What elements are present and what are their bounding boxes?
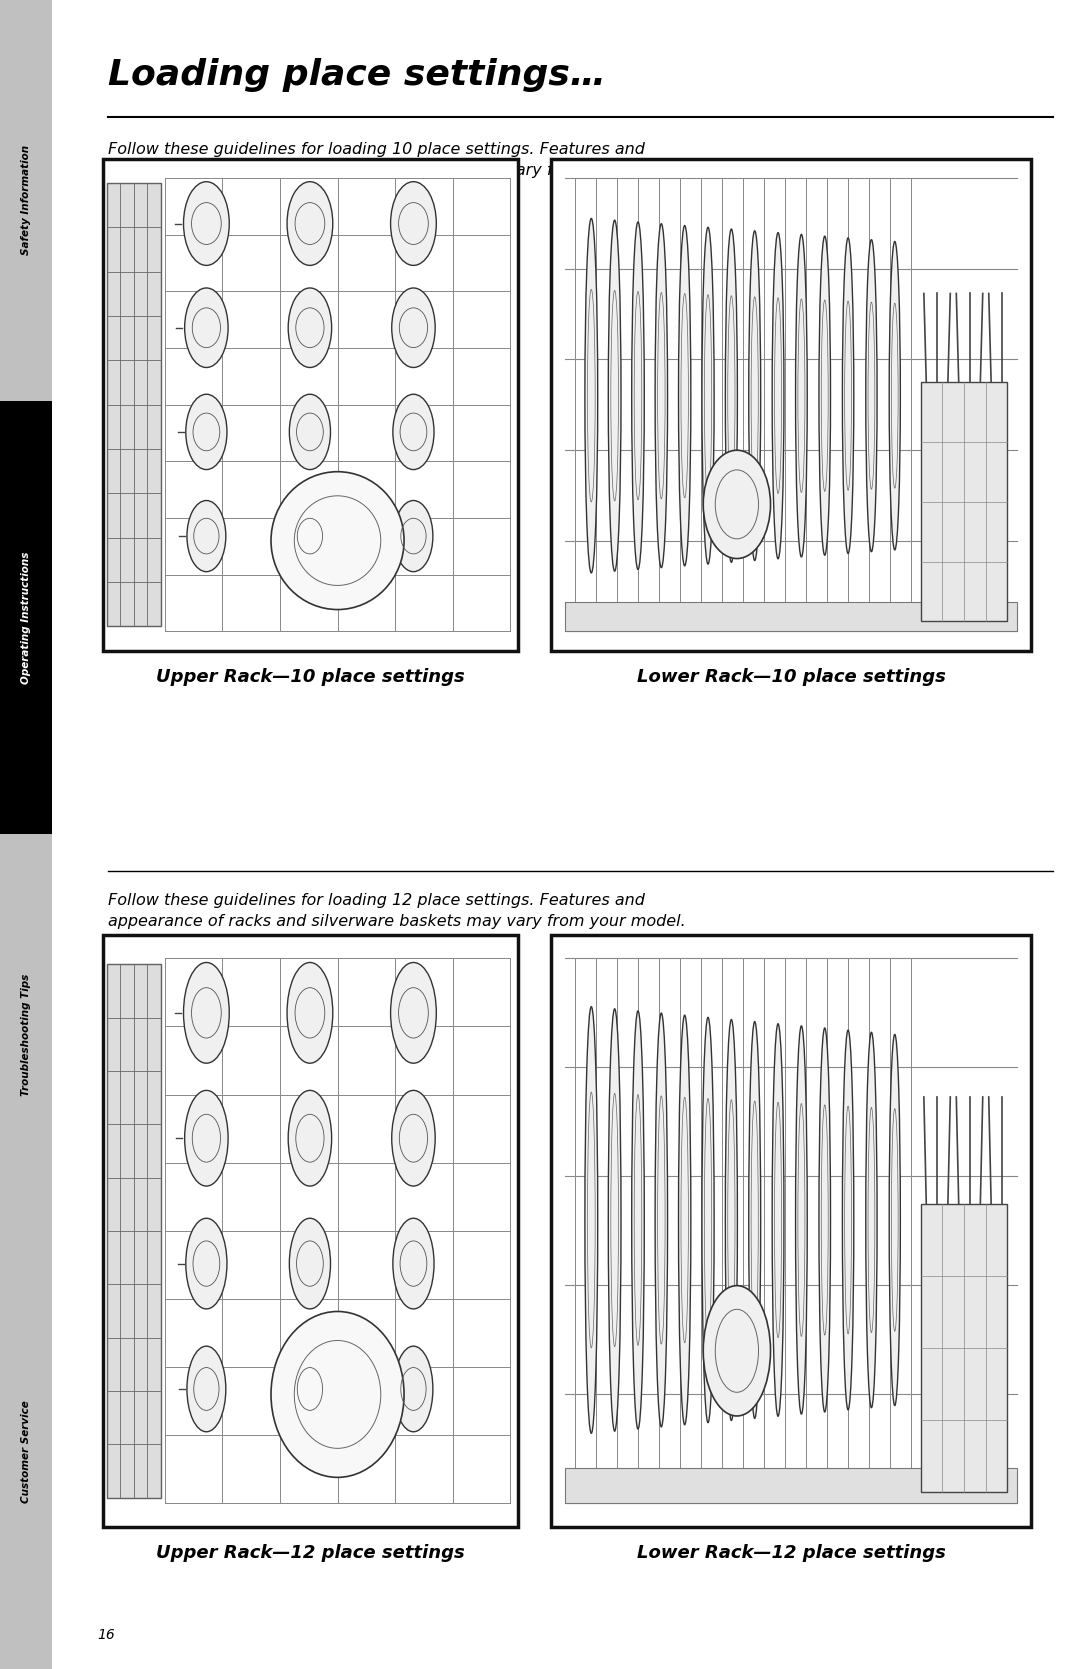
Bar: [103, 159, 518, 651]
Bar: [921, 382, 1008, 621]
Ellipse shape: [289, 394, 330, 469]
Ellipse shape: [632, 222, 645, 569]
Ellipse shape: [889, 1035, 901, 1405]
Ellipse shape: [702, 227, 714, 564]
Ellipse shape: [748, 1021, 760, 1419]
Ellipse shape: [772, 1023, 784, 1417]
Text: Customer Service: Customer Service: [21, 1400, 31, 1504]
Ellipse shape: [796, 1026, 807, 1414]
Ellipse shape: [726, 1020, 738, 1420]
Ellipse shape: [291, 1347, 329, 1432]
Ellipse shape: [186, 1218, 227, 1308]
Ellipse shape: [391, 182, 436, 265]
Ellipse shape: [184, 963, 229, 1063]
Ellipse shape: [185, 1090, 228, 1187]
Ellipse shape: [656, 1013, 667, 1427]
Ellipse shape: [678, 1015, 691, 1425]
Ellipse shape: [585, 219, 597, 572]
Bar: [0, 1235, 52, 1669]
Ellipse shape: [703, 1285, 770, 1415]
Ellipse shape: [608, 220, 621, 571]
Ellipse shape: [184, 182, 229, 265]
Text: Follow these guidelines for loading 10 place settings. Features and
appearance o: Follow these guidelines for loading 10 p…: [108, 142, 686, 179]
Ellipse shape: [287, 963, 333, 1063]
Ellipse shape: [288, 289, 332, 367]
Text: Troubleshooting Tips: Troubleshooting Tips: [21, 973, 31, 1097]
Ellipse shape: [187, 1347, 226, 1432]
Text: Loading place settings…: Loading place settings…: [108, 58, 606, 92]
Bar: [0, 401, 52, 834]
Ellipse shape: [842, 239, 854, 554]
Ellipse shape: [391, 963, 436, 1063]
Text: Upper Rack—10 place settings: Upper Rack—10 place settings: [157, 668, 464, 686]
Ellipse shape: [393, 1218, 434, 1308]
Ellipse shape: [186, 394, 227, 469]
Ellipse shape: [608, 1008, 621, 1430]
Ellipse shape: [726, 229, 738, 562]
Ellipse shape: [866, 1033, 877, 1407]
Bar: [0, 834, 52, 1235]
Bar: [551, 159, 1031, 651]
Ellipse shape: [392, 1090, 435, 1187]
Ellipse shape: [819, 1028, 831, 1412]
Bar: [107, 965, 161, 1497]
Bar: [107, 184, 161, 626]
Bar: [551, 935, 1031, 1527]
Ellipse shape: [796, 234, 807, 557]
Ellipse shape: [393, 394, 434, 469]
Text: Lower Rack—12 place settings: Lower Rack—12 place settings: [637, 1544, 945, 1562]
Ellipse shape: [287, 182, 333, 265]
Ellipse shape: [842, 1030, 854, 1410]
Ellipse shape: [392, 289, 435, 367]
Text: 16: 16: [97, 1629, 114, 1642]
Ellipse shape: [889, 242, 901, 549]
Bar: [921, 1203, 1008, 1492]
Ellipse shape: [289, 1218, 330, 1308]
Ellipse shape: [271, 472, 404, 609]
Ellipse shape: [288, 1090, 332, 1187]
Ellipse shape: [632, 1011, 645, 1429]
Ellipse shape: [271, 1312, 404, 1477]
Ellipse shape: [748, 230, 760, 561]
Bar: [565, 601, 1017, 631]
Ellipse shape: [656, 224, 667, 567]
Bar: [0, 0, 52, 401]
Ellipse shape: [394, 501, 433, 572]
Ellipse shape: [702, 1018, 714, 1422]
Ellipse shape: [703, 451, 770, 559]
Ellipse shape: [185, 289, 228, 367]
Ellipse shape: [187, 501, 226, 572]
Ellipse shape: [678, 225, 691, 566]
Ellipse shape: [291, 501, 329, 572]
Text: Lower Rack—10 place settings: Lower Rack—10 place settings: [637, 668, 945, 686]
Ellipse shape: [819, 235, 831, 556]
Text: Follow these guidelines for loading 12 place settings. Features and
appearance o: Follow these guidelines for loading 12 p…: [108, 893, 686, 930]
Ellipse shape: [772, 232, 784, 559]
Ellipse shape: [394, 1347, 433, 1432]
Ellipse shape: [585, 1006, 597, 1434]
Text: Operating Instructions: Operating Instructions: [21, 551, 31, 684]
Bar: [103, 935, 518, 1527]
Text: Upper Rack—12 place settings: Upper Rack—12 place settings: [157, 1544, 464, 1562]
Text: Safety Information: Safety Information: [21, 145, 31, 255]
Bar: [565, 1469, 1017, 1504]
Ellipse shape: [866, 240, 877, 552]
